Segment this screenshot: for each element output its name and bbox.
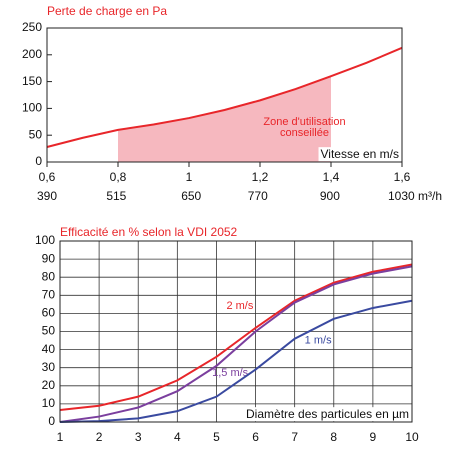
- y-tick-label: 80: [42, 269, 56, 283]
- x2-tick-label: 1030 m³/h: [388, 189, 442, 203]
- series-label: 2 m/s: [226, 300, 253, 312]
- y-tick-label: 0: [35, 154, 42, 168]
- chart-title: Perte de charge en Pa: [47, 4, 167, 18]
- plot-frame: [59, 240, 413, 423]
- x-tick-label: 2: [96, 430, 103, 444]
- x-tick-label: 1: [186, 170, 193, 184]
- zone-label: Zone d'utilisation: [263, 116, 345, 128]
- x-tick-label: 1,6: [394, 170, 411, 184]
- x-tick-label: 8: [330, 430, 337, 444]
- x-label-bg: [244, 407, 411, 422]
- x-tick-label: 1,2: [252, 170, 269, 184]
- series-label: 1,5 m/s: [212, 367, 249, 379]
- x2-tick-label: 390: [37, 189, 57, 203]
- x-tick-label: 1: [57, 430, 64, 444]
- x-tick-label: 0,8: [110, 170, 127, 184]
- x-tick-label: 6: [252, 430, 259, 444]
- zone-label: conseillée: [280, 127, 329, 139]
- y-tick-label: 100: [22, 101, 42, 115]
- x-label-bg: [318, 147, 401, 162]
- y-tick-label: 200: [22, 47, 42, 61]
- x-axis-label: Diamètre des particules en µm: [246, 407, 409, 421]
- x2-tick-label: 900: [320, 189, 340, 203]
- x2-tick-label: 650: [181, 189, 201, 203]
- data-line: [59, 265, 413, 423]
- data-line: [59, 299, 413, 423]
- x-tick-label: 1,4: [323, 170, 340, 184]
- y-tick-label: 250: [22, 20, 42, 34]
- recommended-zone: [118, 76, 331, 162]
- y-tick-label: 30: [42, 360, 56, 374]
- chart-title: Efficacité en % selon la VDI 2052: [60, 225, 238, 239]
- x2-tick-label: 515: [106, 189, 126, 203]
- y-tick-label: 50: [42, 324, 56, 338]
- y-tick-label: 60: [42, 306, 56, 320]
- x-tick-label: 5: [213, 430, 220, 444]
- data-line: [46, 46, 403, 148]
- y-tick-label: 100: [35, 233, 55, 247]
- x2-tick-label: 770: [248, 189, 268, 203]
- y-tick-label: 40: [42, 342, 56, 356]
- x-tick-label: 9: [370, 430, 377, 444]
- x-tick-label: 7: [291, 430, 298, 444]
- x-tick-label: 10: [405, 430, 419, 444]
- data-line: [59, 263, 413, 412]
- x-tick-label: 0,6: [39, 170, 56, 184]
- x-tick-label: 3: [135, 430, 142, 444]
- y-tick-label: 20: [42, 378, 56, 392]
- series-label: 1 m/s: [305, 334, 332, 346]
- x-axis-label: Vitesse en m/s: [321, 147, 399, 161]
- plot-frame: [46, 27, 403, 163]
- y-tick-label: 0: [48, 414, 55, 428]
- y-tick-label: 90: [42, 251, 56, 265]
- y-tick-label: 70: [42, 287, 56, 301]
- x-tick-label: 4: [174, 430, 181, 444]
- y-tick-label: 150: [22, 74, 42, 88]
- y-tick-label: 50: [29, 127, 43, 141]
- y-tick-label: 10: [42, 396, 56, 410]
